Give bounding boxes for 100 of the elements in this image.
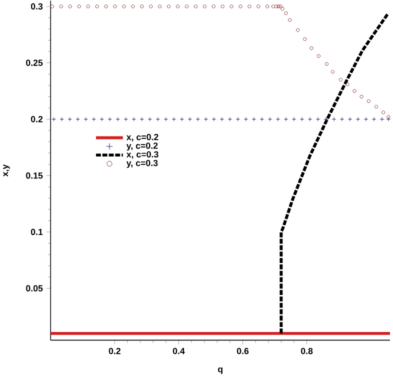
point — [124, 117, 128, 122]
point — [84, 117, 88, 122]
point — [296, 28, 300, 32]
point — [288, 18, 292, 22]
point — [202, 4, 206, 8]
y-axis-title: x,y — [3, 164, 10, 177]
point — [248, 4, 252, 8]
point — [303, 37, 307, 42]
point — [104, 4, 108, 8]
y-tick-label: 0.05 — [26, 285, 43, 292]
y-tick-label: 0.3 — [30, 3, 43, 10]
point — [52, 117, 56, 122]
point — [330, 70, 335, 74]
point — [356, 117, 360, 122]
point — [184, 4, 189, 8]
point — [204, 117, 208, 122]
point — [324, 62, 328, 66]
point — [220, 117, 224, 122]
point — [292, 117, 296, 122]
y-tick-label: 0.25 — [26, 60, 43, 66]
point — [386, 117, 391, 122]
point — [280, 6, 284, 11]
point — [266, 4, 270, 8]
point — [348, 117, 352, 122]
point — [131, 4, 135, 8]
y-tick-label: 0.15 — [26, 172, 43, 179]
point — [92, 117, 96, 122]
point — [278, 4, 282, 8]
point — [271, 4, 275, 8]
point — [274, 4, 278, 8]
point — [364, 117, 368, 122]
point — [172, 117, 176, 122]
point — [310, 46, 314, 50]
point — [316, 117, 320, 122]
point — [268, 117, 272, 122]
point — [180, 117, 184, 122]
point — [284, 11, 288, 16]
point — [346, 82, 350, 86]
x-tick-label: 0.6 — [236, 348, 249, 354]
point — [140, 4, 144, 8]
point — [324, 117, 328, 122]
point — [60, 117, 64, 122]
point — [360, 94, 364, 99]
x-tick-label: 0.2 — [108, 348, 120, 354]
legend-label: x, c=0.3 — [126, 151, 158, 159]
point — [260, 117, 264, 122]
point — [122, 4, 126, 8]
point — [338, 78, 343, 82]
point — [300, 117, 304, 122]
point — [276, 4, 280, 8]
point — [308, 117, 312, 122]
y-tick-label: 0.2 — [30, 116, 43, 122]
point — [366, 99, 370, 104]
y-tick-label: 0.1 — [30, 228, 43, 236]
point — [108, 117, 112, 122]
legend-label: x, c=0.2 — [126, 134, 158, 142]
point — [238, 4, 242, 8]
legend-label: y, c=0.2 — [126, 142, 158, 151]
point — [194, 4, 198, 8]
point — [372, 117, 376, 122]
point — [68, 117, 72, 122]
point — [95, 4, 99, 8]
point — [244, 117, 248, 122]
x-tick-label: 0.8 — [300, 348, 313, 354]
line-series — [280, 12, 389, 336]
point — [100, 117, 104, 122]
point — [276, 117, 280, 122]
point — [284, 117, 288, 122]
point — [196, 117, 200, 122]
point — [340, 117, 344, 122]
point — [212, 117, 216, 122]
point — [176, 4, 180, 8]
point — [256, 4, 260, 8]
point — [230, 4, 234, 8]
point — [380, 117, 384, 122]
point — [381, 110, 386, 114]
point — [164, 117, 168, 122]
point — [113, 4, 117, 8]
point — [212, 4, 216, 8]
point — [386, 115, 390, 119]
point — [316, 54, 320, 58]
point — [149, 4, 153, 8]
point — [116, 117, 120, 122]
point — [76, 117, 80, 122]
point — [252, 117, 256, 122]
point — [228, 117, 232, 122]
point — [59, 4, 64, 8]
point — [236, 117, 240, 122]
x-tick-label: 0.4 — [172, 348, 185, 354]
point — [50, 4, 54, 8]
point — [132, 117, 136, 122]
point — [156, 117, 160, 122]
point — [352, 89, 356, 93]
point — [140, 117, 144, 122]
point — [158, 4, 162, 8]
point — [86, 4, 90, 8]
point — [332, 117, 336, 122]
point — [68, 4, 72, 8]
point — [77, 4, 81, 8]
x-axis-title: q — [218, 368, 222, 374]
